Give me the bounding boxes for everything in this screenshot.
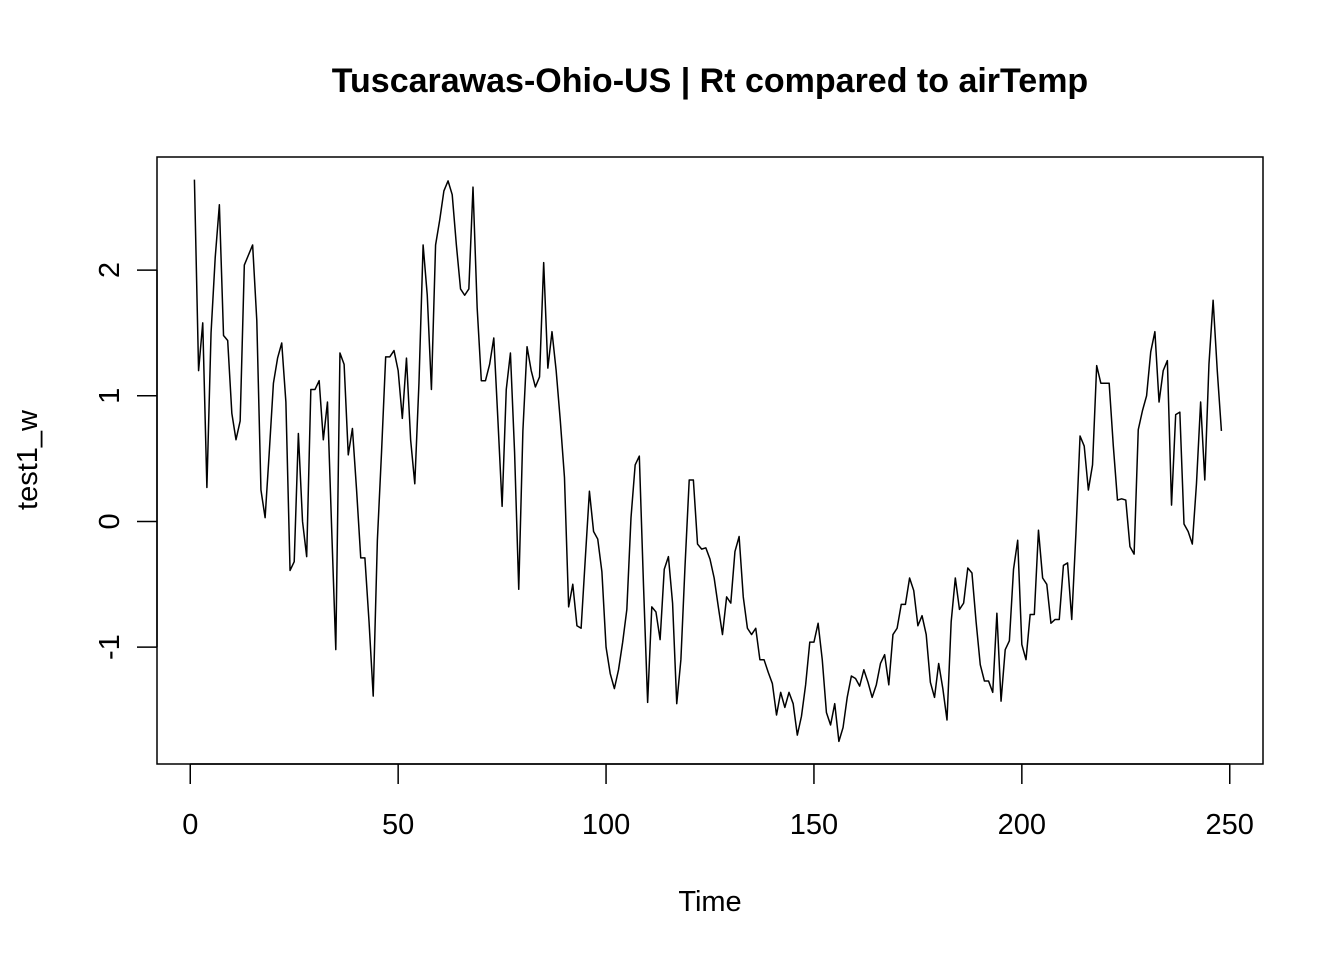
y-tick-label: 2 [94,262,126,278]
x-axis-label: Time [678,886,741,918]
x-tick-label: 250 [1206,809,1254,841]
chart-title: Tuscarawas-Ohio-US | Rt compared to airT… [332,62,1088,100]
y-axis: -1 0 1 2 [94,262,158,660]
y-tick-label: 1 [94,388,126,404]
y-axis-label: test1_w [12,409,44,510]
x-tick-label: 0 [182,809,198,841]
series-line-test1-w [193,179,1223,743]
y-tick-label: 0 [94,513,126,529]
x-tick-label: 100 [582,809,630,841]
plot-frame [156,156,1264,765]
x-axis: 0 50 100 150 200 250 [182,763,1254,841]
x-tick-label: 50 [382,809,414,841]
x-tick-label: 150 [790,809,838,841]
x-tick-label: 200 [998,809,1046,841]
y-tick-label: -1 [94,634,126,660]
